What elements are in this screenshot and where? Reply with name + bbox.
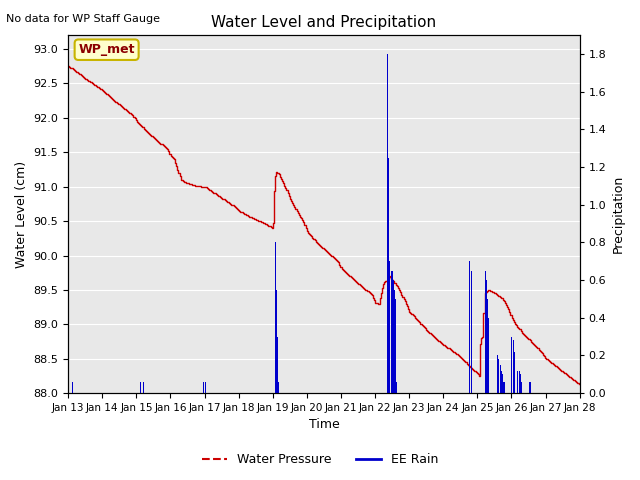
Bar xyxy=(487,299,488,393)
Y-axis label: Water Level (cm): Water Level (cm) xyxy=(15,161,28,268)
Bar xyxy=(521,382,522,393)
Bar xyxy=(388,158,389,393)
Bar xyxy=(275,242,276,393)
Bar xyxy=(140,382,141,393)
Bar xyxy=(474,382,476,393)
Bar xyxy=(519,371,520,393)
Bar xyxy=(393,280,394,393)
Bar xyxy=(497,356,499,393)
Bar xyxy=(389,261,390,393)
Text: WP_met: WP_met xyxy=(78,43,135,56)
Bar xyxy=(501,371,502,393)
Bar xyxy=(491,382,492,393)
Bar xyxy=(488,318,489,393)
Bar xyxy=(484,271,486,393)
Bar xyxy=(394,289,395,393)
Bar xyxy=(503,382,504,393)
Legend: Water Pressure, EE Rain: Water Pressure, EE Rain xyxy=(196,448,444,471)
Bar xyxy=(511,336,512,393)
Y-axis label: Precipitation: Precipitation xyxy=(612,175,625,253)
Bar xyxy=(471,271,472,393)
Bar xyxy=(203,382,204,393)
Text: No data for WP Staff Gauge: No data for WP Staff Gauge xyxy=(6,14,161,24)
Bar xyxy=(504,382,505,393)
Title: Water Level and Precipitation: Water Level and Precipitation xyxy=(211,15,436,30)
Bar xyxy=(387,54,388,393)
Bar xyxy=(529,382,530,393)
Bar xyxy=(278,382,279,393)
X-axis label: Time: Time xyxy=(308,419,339,432)
Bar xyxy=(517,371,518,393)
Bar xyxy=(486,280,487,393)
Bar xyxy=(469,261,470,393)
Bar xyxy=(205,382,206,393)
Bar xyxy=(276,336,278,393)
Bar xyxy=(513,340,515,393)
Bar xyxy=(395,299,396,393)
Bar xyxy=(520,374,521,393)
Bar xyxy=(72,382,73,393)
Bar xyxy=(390,271,392,393)
Bar xyxy=(472,280,474,393)
Bar xyxy=(396,382,397,393)
